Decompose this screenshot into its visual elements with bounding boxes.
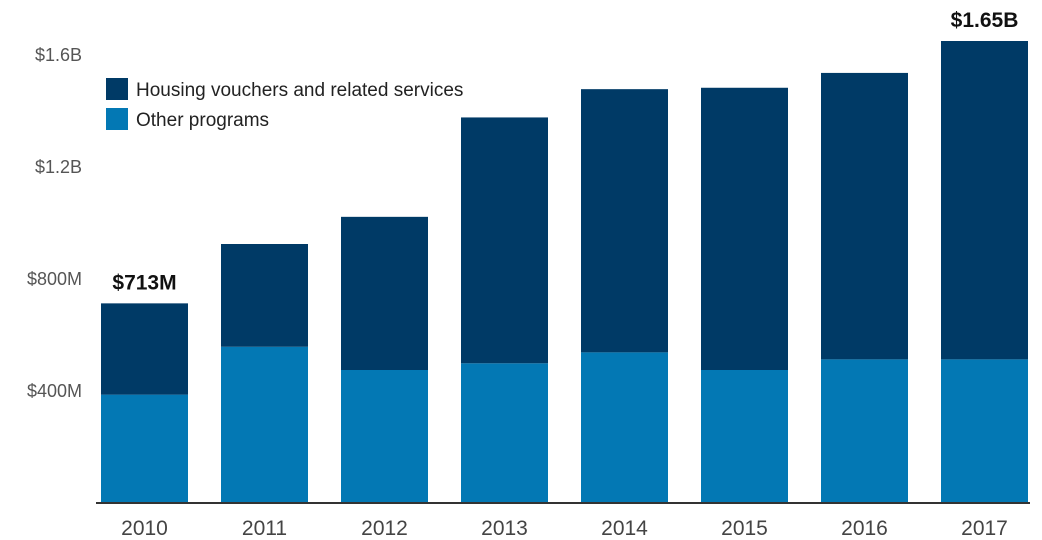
y-tick-label: $800M — [27, 269, 82, 289]
bar-other-programs-2017 — [941, 359, 1028, 503]
x-tick-label: 2013 — [481, 517, 528, 540]
bar-other-programs-2013 — [461, 363, 548, 503]
bar-other-programs-2012 — [341, 370, 428, 503]
bars — [101, 41, 1028, 503]
bar-other-programs-2011 — [221, 346, 308, 503]
legend-label-housing-vouchers: Housing vouchers and related services — [136, 80, 463, 101]
bar-housing-vouchers-and-related-services-2016 — [821, 72, 908, 360]
bar-other-programs-2016 — [821, 359, 908, 503]
bar-housing-vouchers-and-related-services-2011 — [221, 244, 308, 347]
bar-housing-vouchers-and-related-services-2017 — [941, 41, 1028, 360]
legend-swatch-housing-vouchers — [106, 78, 128, 100]
y-tick-label: $400M — [27, 381, 82, 401]
legend-swatch-other-programs — [106, 108, 128, 130]
x-axis-ticks: 2010 2011 2012 2013 2014 2015 2016 2017 — [121, 517, 1008, 540]
legend-label-other-programs: Other programs — [136, 110, 269, 131]
x-tick-label: 2012 — [361, 517, 408, 540]
bar-other-programs-2015 — [701, 370, 788, 503]
total-label-2010: $713M — [112, 271, 176, 294]
y-axis-ticks: $400M $800M $1.2B $1.6B — [27, 45, 82, 401]
bar-other-programs-2014 — [581, 352, 668, 503]
data-labels: $713M $1.65B — [112, 9, 1018, 294]
x-tick-label: 2011 — [242, 517, 287, 540]
bar-housing-vouchers-and-related-services-2013 — [461, 117, 548, 364]
x-tick-label: 2014 — [601, 517, 648, 540]
bar-housing-vouchers-and-related-services-2010 — [101, 303, 188, 395]
bar-housing-vouchers-and-related-services-2012 — [341, 216, 428, 370]
x-tick-label: 2010 — [121, 517, 168, 540]
x-tick-label: 2017 — [961, 517, 1008, 540]
x-tick-label: 2016 — [841, 517, 888, 540]
total-label-2017: $1.65B — [951, 9, 1019, 32]
legend: Housing vouchers and related services Ot… — [106, 78, 463, 131]
bar-housing-vouchers-and-related-services-2014 — [581, 89, 668, 353]
y-tick-label: $1.6B — [35, 45, 82, 65]
bar-housing-vouchers-and-related-services-2015 — [701, 87, 788, 370]
x-tick-label: 2015 — [721, 517, 768, 540]
bar-other-programs-2010 — [101, 394, 188, 503]
y-tick-label: $1.2B — [35, 157, 82, 177]
